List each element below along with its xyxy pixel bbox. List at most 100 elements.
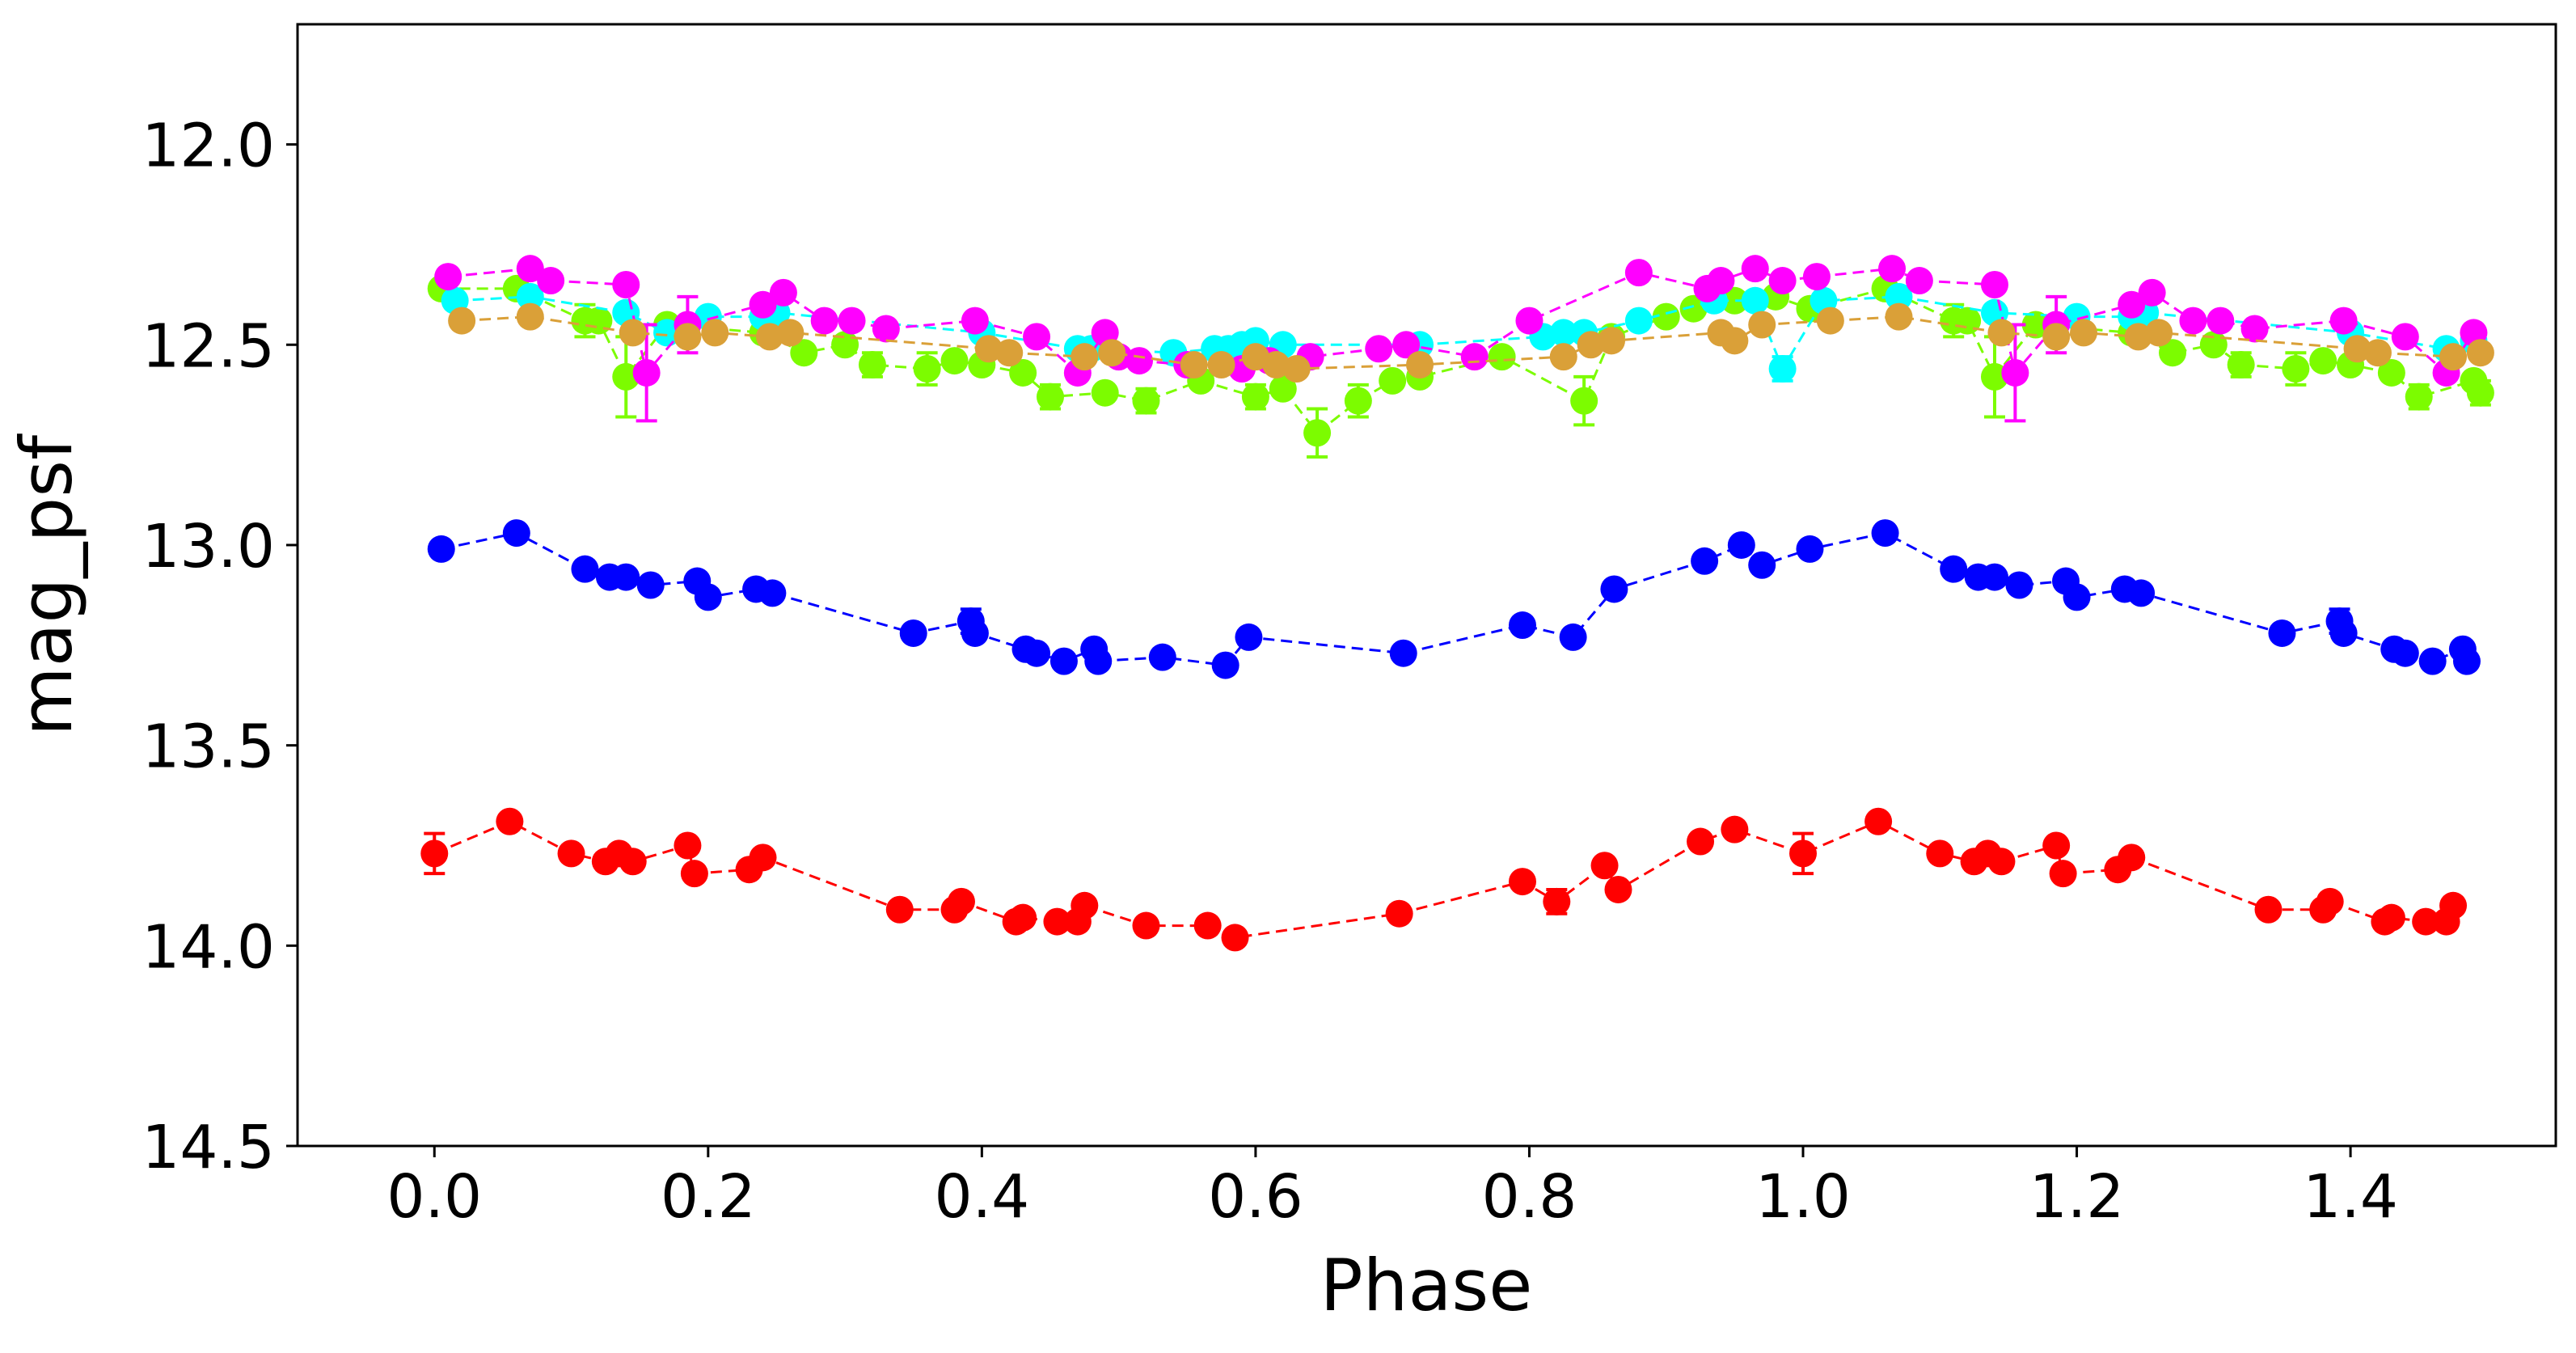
data-point-orange [1207,351,1235,379]
data-point-green [2309,347,2337,375]
data-point-red [1009,903,1037,932]
data-point-cyan [1885,282,1913,311]
data-point-green [1269,374,1297,403]
data-point-orange [619,319,647,347]
data-point-orange [674,323,702,351]
data-point-red [2439,891,2468,920]
data-point-orange [2145,319,2173,347]
data-point-red [619,848,647,876]
x-axis-ticks: 0.0 0.2 0.4 0.6 0.8 1.0 1.2 1.4 [386,1146,2398,1232]
data-point-blue [2418,647,2447,675]
data-point-blue [2452,647,2481,675]
data-point-magenta [749,290,777,319]
data-point-magenta [537,267,565,295]
data-point-green [2405,383,2433,411]
data-point-green [1652,302,1680,331]
data-point-blue [1049,647,1078,675]
data-point-orange [1598,327,1626,355]
data-point-red [1508,868,1536,896]
data-point-red [2412,907,2440,936]
series-line-red [433,820,2455,939]
data-point-green [2159,339,2187,367]
data-point-orange [1098,339,1126,367]
x-tick-label: 0.2 [661,1162,756,1232]
data-point-blue [1727,531,1755,559]
data-point-blue [1940,555,1968,583]
data-point-red [2042,831,2071,860]
data-point-blue [961,619,989,647]
data-point-magenta [1125,347,1154,375]
data-point-blue [636,571,665,599]
data-point-blue [1748,551,1776,579]
data-point-magenta [810,307,838,335]
data-point-magenta [1905,267,1933,295]
data-point-orange [974,335,1003,363]
data-point-red [674,831,702,860]
data-point-blue [1023,639,1051,667]
data-point-magenta [872,315,900,343]
data-point-blue [2329,619,2358,647]
data-point-magenta [961,307,989,335]
data-point-orange [1885,302,1913,331]
data-point-green [831,331,859,359]
data-point-orange [1549,343,1577,371]
data-point-orange [755,323,783,351]
data-point-green [2466,378,2494,407]
series-layer [420,255,2494,952]
data-point-blue [571,555,599,583]
data-point-green [940,347,969,375]
data-point-blue [1871,519,1899,548]
data-point-green [1037,383,1064,411]
series-magenta [434,255,2488,423]
data-point-magenta [2240,315,2269,343]
data-point-magenta [1392,331,1421,359]
data-point-magenta [1515,307,1543,335]
data-point-magenta [434,263,462,291]
data-point-magenta [2118,290,2146,319]
x-tick-label: 0.0 [386,1162,482,1232]
data-point-orange [701,319,729,347]
series-orange [448,302,2494,383]
data-point-orange [1262,351,1290,379]
data-point-blue [2063,583,2091,611]
data-point-magenta [1460,343,1489,371]
data-point-magenta [632,358,661,387]
data-point-blue [899,619,927,647]
data-point-magenta [769,278,797,307]
data-point-red [2118,844,2146,872]
y-tick-label: 14.5 [141,1113,275,1182]
data-point-magenta [516,255,544,283]
data-point-green [2282,355,2310,383]
data-point-orange [2042,323,2071,351]
data-point-magenta [1624,259,1653,287]
data-point-orange [1180,351,1208,379]
y-tick-label: 12.0 [141,112,275,181]
data-point-magenta [2391,323,2419,351]
x-tick-label: 1.0 [1755,1162,1851,1232]
data-point-magenta [838,307,866,335]
data-point-red [2049,860,2077,888]
y-axis-label: mag_psf [5,433,88,736]
data-point-orange [1721,327,1749,355]
data-point-orange [2070,319,2098,347]
data-point-cyan [1624,307,1653,335]
data-point-orange [1987,319,2016,347]
data-point-red [2254,895,2283,924]
data-point-red [1926,839,1954,868]
data-point-green [1570,387,1598,415]
data-point-orange [995,339,1024,367]
data-point-blue [1796,535,1824,563]
data-point-red [1864,807,1893,835]
data-point-red [1604,875,1632,903]
data-point-blue [2005,571,2033,599]
data-point-green [1379,366,1407,395]
data-point-magenta [2206,307,2235,335]
data-point-red [1789,839,1817,868]
data-point-green [913,355,941,383]
data-point-magenta [1741,255,1769,283]
data-point-blue [1980,563,2008,591]
x-tick-label: 1.4 [2303,1162,2398,1232]
data-point-green [1009,358,1037,387]
series-blue [427,519,2481,679]
